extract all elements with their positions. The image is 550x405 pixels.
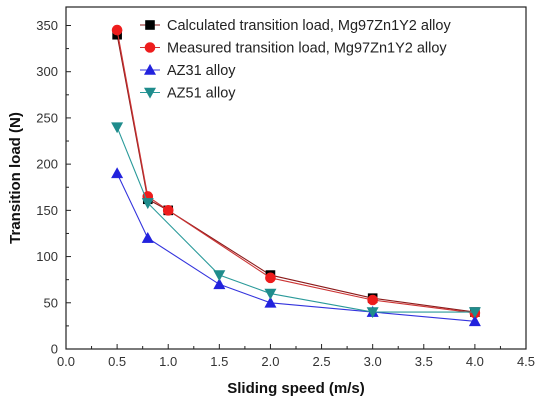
axis-tick-labels: 0.0 0.5 1.0 1.5 2.0 2.5 3.0 3.5 4.0 4.5 0 50 100 150 2…	[36, 18, 535, 369]
legend-marker	[145, 20, 155, 30]
data-point	[468, 315, 481, 327]
data-point	[264, 288, 277, 300]
data-point	[141, 198, 154, 210]
legend-item: AZ51 alloy	[140, 86, 236, 102]
y-tick-label: 50	[44, 295, 58, 310]
data-point	[162, 205, 174, 216]
series-line	[116, 30, 475, 314]
legend-marker	[143, 63, 157, 75]
data-point	[111, 24, 123, 36]
y-tick-label: 100	[36, 249, 58, 264]
legend-marker	[144, 42, 156, 53]
legend-item: Measured transition load, Mg97Zn1Y2 allo…	[140, 41, 447, 57]
data-point	[265, 272, 276, 284]
legend-marker	[143, 87, 157, 99]
series-line	[116, 126, 475, 313]
legend-label: AZ51 alloy	[167, 86, 236, 102]
data-point	[213, 270, 226, 282]
series-line	[116, 173, 475, 322]
x-tick-label: 4.5	[517, 354, 535, 369]
data-point	[141, 231, 154, 243]
y-axis-title: Transition load (N)	[7, 112, 24, 244]
legend-label: AZ31 alloy	[167, 63, 236, 79]
data-point	[367, 294, 378, 306]
x-axis-title: Sliding speed (m/s)	[227, 380, 365, 397]
x-tick-label: 1.0	[159, 354, 177, 369]
data-point	[468, 307, 481, 319]
x-tick-label: 2.5	[313, 354, 331, 369]
legend: Calculated transition load, Mg97Zn1Y2 al…	[140, 18, 451, 102]
x-tick-label: 3.0	[364, 354, 382, 369]
plot-frame	[65, 6, 527, 350]
data-series	[111, 24, 481, 327]
y-tick-label: 200	[36, 157, 58, 172]
axis-ticks	[65, 24, 527, 350]
y-tick-label: 150	[36, 203, 58, 218]
x-tick-label: 1.5	[210, 354, 228, 369]
series-3	[111, 167, 481, 327]
x-tick-label: 3.5	[415, 354, 433, 369]
data-point	[264, 296, 277, 308]
x-tick-label: 0.5	[108, 354, 126, 369]
y-tick-label: 300	[36, 64, 58, 79]
x-tick-label: 2.0	[261, 354, 279, 369]
data-point	[366, 307, 379, 319]
data-point	[111, 122, 124, 134]
y-tick-label: 0	[51, 342, 58, 357]
legend-item: Calculated transition load, Mg97Zn1Y2 al…	[140, 18, 451, 34]
series-4	[111, 122, 481, 319]
y-tick-label: 350	[36, 18, 58, 33]
legend-label: Calculated transition load, Mg97Zn1Y2 al…	[167, 18, 451, 34]
y-tick-label: 250	[36, 110, 58, 125]
x-tick-label: 0.0	[57, 354, 75, 369]
legend-item: AZ31 alloy	[140, 63, 236, 79]
data-point	[111, 167, 124, 179]
data-point	[213, 278, 226, 290]
legend-label: Measured transition load, Mg97Zn1Y2 allo…	[167, 41, 447, 57]
series-line	[116, 34, 475, 313]
x-tick-label: 4.0	[466, 354, 484, 369]
